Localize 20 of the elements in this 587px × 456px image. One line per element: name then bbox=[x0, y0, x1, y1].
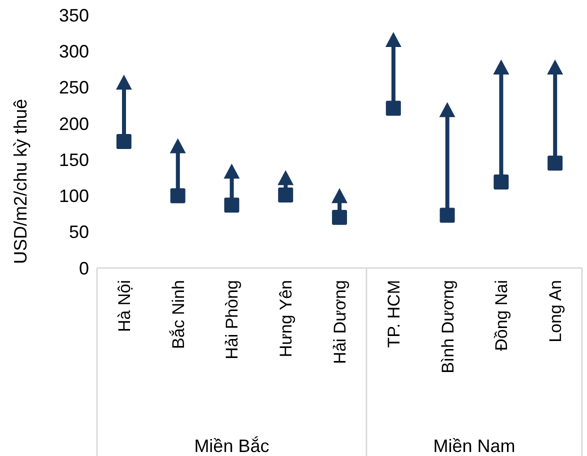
y-tick-label: 150 bbox=[58, 150, 89, 170]
y-axis-title: USD/m2/chu kỳ thuê bbox=[10, 98, 30, 264]
text: Miền Nam bbox=[433, 436, 516, 456]
x-tick-label: Hải Dương bbox=[330, 280, 350, 364]
x-tick-label: Hải Phòng bbox=[222, 280, 242, 360]
text: Miền Bắc bbox=[194, 436, 270, 456]
y-tick-label: 250 bbox=[58, 78, 89, 98]
x-tick-label: Bắc Ninh bbox=[168, 280, 188, 349]
y-tick-label: 100 bbox=[58, 186, 89, 206]
x-tick-label: Bình Dương bbox=[438, 280, 458, 374]
x-tick-label: Long An bbox=[546, 280, 566, 342]
x-tick-label: Hà Nội bbox=[114, 280, 134, 332]
y-tick-label: 300 bbox=[58, 42, 89, 62]
x-tick-label: Hưng Yên bbox=[276, 280, 296, 358]
y-tick-label: 0 bbox=[78, 258, 89, 278]
x-tick-label: Đồng Nai bbox=[492, 280, 512, 351]
y-tick-label: 50 bbox=[68, 222, 89, 242]
y-tick-label: 350 bbox=[58, 5, 89, 26]
x-tick-label: TP. HCM bbox=[384, 280, 404, 348]
y-tick-label: 200 bbox=[58, 114, 89, 134]
